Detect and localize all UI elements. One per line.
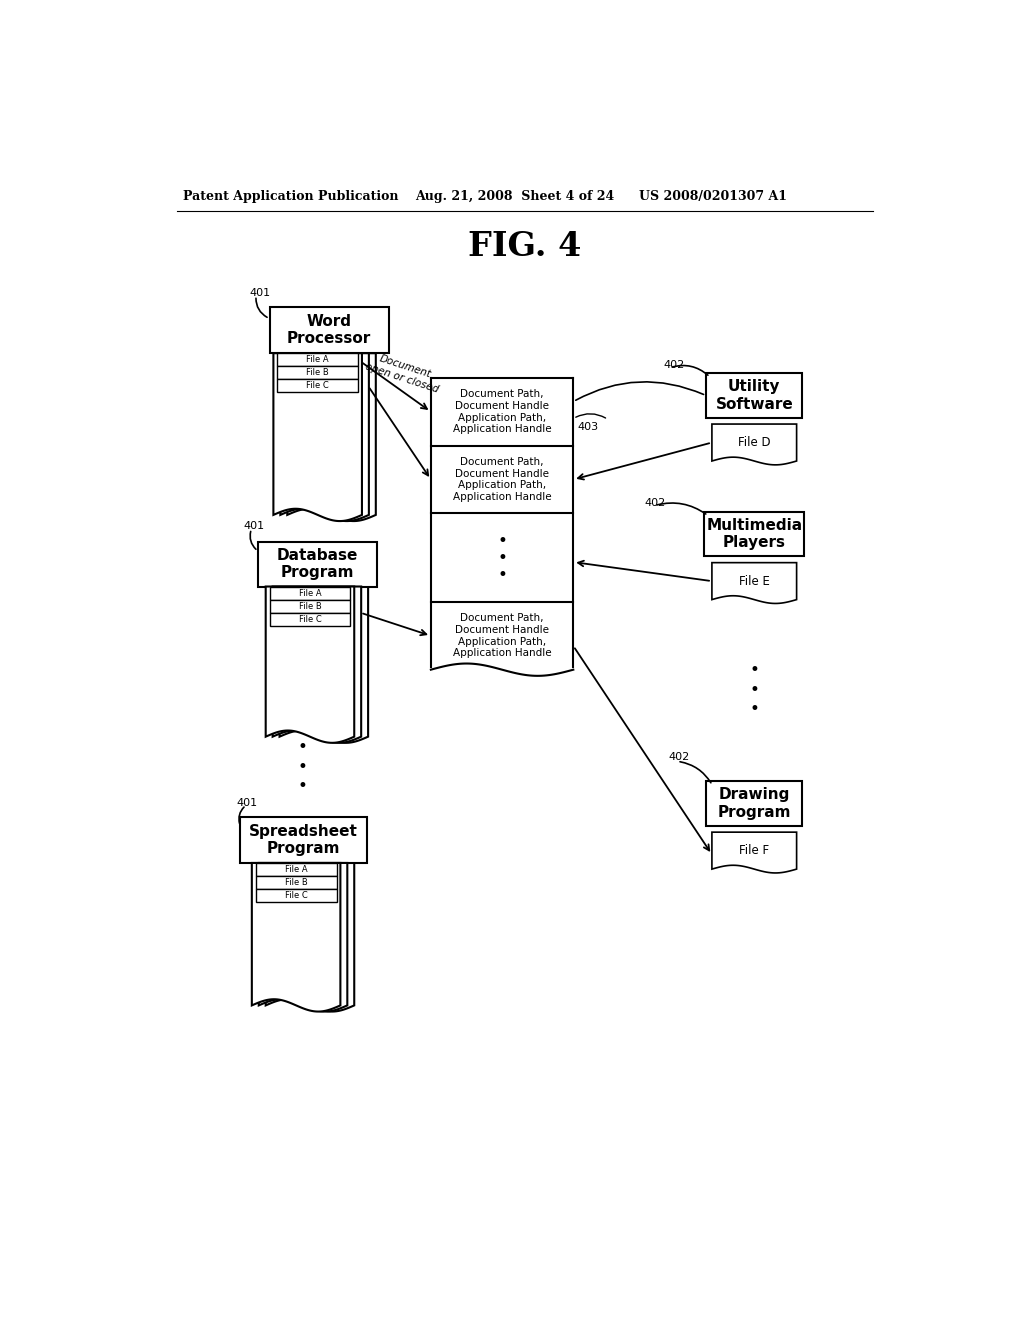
Polygon shape xyxy=(273,354,361,521)
Bar xyxy=(269,586,350,599)
Text: File A: File A xyxy=(299,589,322,598)
Text: Document
open or closed: Document open or closed xyxy=(365,350,443,395)
Text: 402: 402 xyxy=(645,498,667,508)
Bar xyxy=(705,512,804,557)
Text: File C: File C xyxy=(306,381,329,391)
Text: Utility
Software: Utility Software xyxy=(716,379,794,412)
Bar xyxy=(278,379,358,392)
Bar xyxy=(278,367,358,379)
Text: File F: File F xyxy=(739,843,769,857)
Polygon shape xyxy=(712,832,797,873)
Bar xyxy=(256,863,337,876)
Bar xyxy=(256,890,337,903)
Polygon shape xyxy=(265,586,354,743)
Text: •: • xyxy=(297,738,307,756)
Text: 402: 402 xyxy=(668,752,689,763)
Polygon shape xyxy=(265,863,354,1011)
Text: File A: File A xyxy=(306,355,329,364)
Text: Spreadsheet
Program: Spreadsheet Program xyxy=(250,824,358,857)
Text: •: • xyxy=(750,700,759,718)
Polygon shape xyxy=(252,863,340,1011)
Polygon shape xyxy=(288,354,376,521)
Text: Aug. 21, 2008  Sheet 4 of 24: Aug. 21, 2008 Sheet 4 of 24 xyxy=(416,190,614,203)
Text: File C: File C xyxy=(299,615,322,624)
Text: Patent Application Publication: Patent Application Publication xyxy=(183,190,398,203)
Bar xyxy=(241,817,368,863)
Bar xyxy=(278,354,358,367)
Text: Multimedia
Players: Multimedia Players xyxy=(707,517,803,550)
Text: •: • xyxy=(750,661,759,680)
Text: 401: 401 xyxy=(237,797,258,808)
Text: 401: 401 xyxy=(249,288,270,298)
Polygon shape xyxy=(712,424,797,465)
Text: File B: File B xyxy=(299,602,322,611)
Polygon shape xyxy=(280,586,368,743)
Polygon shape xyxy=(259,863,347,1011)
Text: FIG. 4: FIG. 4 xyxy=(468,231,582,264)
Bar xyxy=(707,781,803,826)
Text: Drawing
Program: Drawing Program xyxy=(718,788,791,820)
Text: US 2008/0201307 A1: US 2008/0201307 A1 xyxy=(639,190,786,203)
Text: Document Path,
Document Handle
Application Path,
Application Handle: Document Path, Document Handle Applicati… xyxy=(453,457,551,502)
Text: •: • xyxy=(297,758,307,776)
Text: Word
Processor: Word Processor xyxy=(287,314,372,346)
Text: Database
Program: Database Program xyxy=(276,548,358,581)
Bar xyxy=(256,876,337,890)
Bar xyxy=(269,599,350,612)
Polygon shape xyxy=(712,562,797,603)
Bar xyxy=(707,374,803,418)
Text: File B: File B xyxy=(306,368,329,378)
Bar xyxy=(269,612,350,626)
Text: File C: File C xyxy=(285,891,307,900)
Text: Document Path,
Document Handle
Application Path,
Application Handle: Document Path, Document Handle Applicati… xyxy=(453,614,551,659)
Text: 401: 401 xyxy=(244,521,265,532)
Text: Document Path,
Document Handle
Application Path,
Application Handle: Document Path, Document Handle Applicati… xyxy=(453,389,551,434)
Text: 402: 402 xyxy=(664,360,685,370)
Bar xyxy=(269,308,389,354)
Bar xyxy=(258,541,378,586)
Text: •: • xyxy=(297,777,307,795)
Text: File A: File A xyxy=(285,865,307,874)
Polygon shape xyxy=(272,586,361,743)
Text: •: • xyxy=(750,681,759,698)
Text: File E: File E xyxy=(739,574,770,587)
Polygon shape xyxy=(281,354,369,521)
Text: •: • xyxy=(497,549,507,566)
Text: •: • xyxy=(497,532,507,549)
Text: File B: File B xyxy=(285,878,307,887)
Text: File D: File D xyxy=(738,436,771,449)
Text: •: • xyxy=(497,565,507,583)
Text: 403: 403 xyxy=(578,422,598,432)
